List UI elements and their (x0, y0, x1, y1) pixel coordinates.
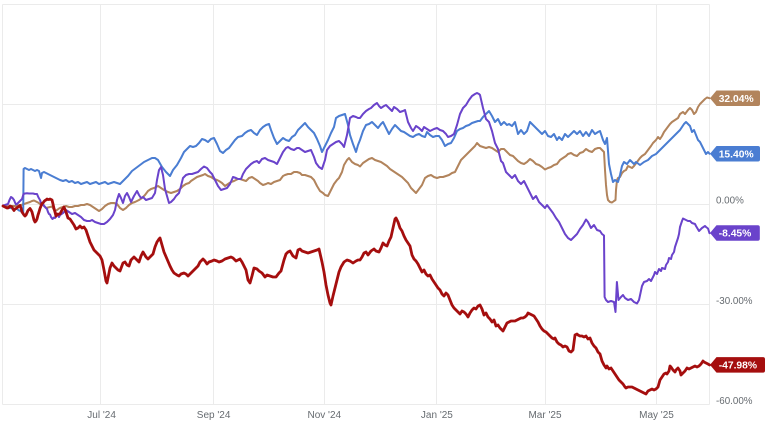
svg-text:-47.98%: -47.98% (719, 361, 757, 372)
svg-text:0.00%: 0.00% (716, 196, 744, 207)
svg-text:Jul '24: Jul '24 (87, 410, 116, 421)
svg-text:-30.00%: -30.00% (716, 296, 753, 307)
svg-text:Mar '25: Mar '25 (528, 410, 561, 421)
svg-text:Sep '24: Sep '24 (197, 410, 231, 421)
svg-text:May '25: May '25 (639, 410, 674, 421)
svg-text:Nov '24: Nov '24 (308, 410, 342, 421)
svg-text:-60.00%: -60.00% (716, 396, 753, 407)
svg-text:15.40%: 15.40% (719, 149, 754, 160)
svg-text:32.04%: 32.04% (719, 94, 754, 105)
svg-text:-8.45%: -8.45% (719, 229, 752, 240)
svg-text:Jan '25: Jan '25 (421, 410, 453, 421)
